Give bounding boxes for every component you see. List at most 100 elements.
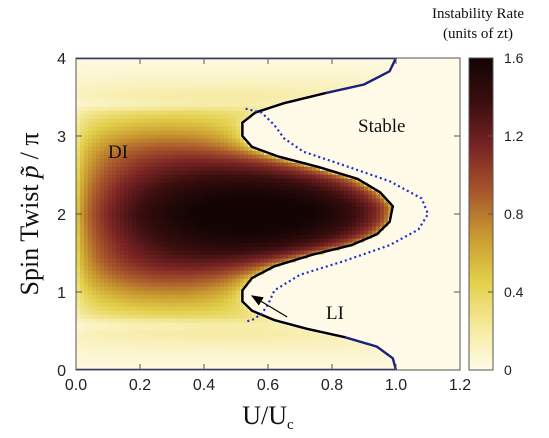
heatmap-cell	[204, 250, 209, 255]
heatmap-cell	[196, 318, 201, 323]
heatmap-cell	[220, 314, 225, 319]
heatmap-cell	[212, 270, 217, 275]
heatmap-cell	[124, 350, 129, 355]
heatmap-cell	[204, 286, 209, 291]
heatmap-cell	[264, 278, 269, 283]
heatmap-cell	[168, 362, 173, 367]
heatmap-cell	[212, 290, 217, 295]
heatmap-cell	[84, 246, 89, 251]
heatmap-cell	[296, 222, 301, 227]
heatmap-cell	[136, 278, 141, 283]
heatmap-cell	[372, 338, 377, 343]
heatmap-cell	[392, 262, 397, 267]
heatmap-cell	[196, 190, 201, 195]
heatmap-cell	[268, 286, 273, 291]
heatmap-cell	[368, 202, 373, 207]
heatmap-cell	[340, 170, 345, 175]
heatmap-cell	[360, 226, 365, 231]
heatmap-cell	[300, 362, 305, 367]
heatmap-cell	[324, 326, 329, 331]
heatmap-cell	[456, 182, 460, 187]
heatmap-cell	[236, 254, 241, 259]
heatmap-cell	[372, 170, 377, 175]
heatmap-cell	[296, 166, 301, 171]
heatmap-cell	[256, 262, 261, 267]
heatmap-cell	[404, 246, 409, 251]
heatmap-cell	[284, 214, 289, 219]
heatmap-cell	[316, 222, 321, 227]
heatmap-cell	[252, 258, 257, 263]
heatmap-cell	[220, 214, 225, 219]
heatmap-cell	[268, 166, 273, 171]
heatmap-cell	[124, 162, 129, 167]
heatmap-cell	[416, 206, 421, 211]
heatmap-cell	[336, 318, 341, 323]
heatmap-cell	[308, 270, 313, 275]
heatmap-cell	[216, 310, 221, 315]
heatmap-cell	[300, 342, 305, 347]
heatmap-cell	[164, 298, 169, 303]
heatmap-cell	[96, 278, 101, 283]
heatmap-cell	[336, 342, 341, 347]
heatmap-cell	[288, 346, 293, 351]
heatmap-cell	[420, 258, 425, 263]
heatmap-cell	[196, 238, 201, 243]
heatmap-cell	[392, 330, 397, 335]
heatmap-cell	[384, 362, 389, 367]
heatmap-cell	[344, 262, 349, 267]
heatmap-cell	[324, 294, 329, 299]
heatmap-cell	[168, 238, 173, 243]
heatmap-cell	[280, 214, 285, 219]
heatmap-cell	[204, 330, 209, 335]
heatmap-cell	[440, 162, 445, 167]
heatmap-cell	[204, 318, 209, 323]
heatmap-cell	[300, 250, 305, 255]
heatmap-cell	[164, 238, 169, 243]
heatmap-cell	[412, 274, 417, 279]
heatmap-cell	[232, 298, 237, 303]
heatmap-cell	[304, 354, 309, 359]
heatmap-cell	[188, 294, 193, 299]
heatmap-cell	[232, 170, 237, 175]
heatmap-cell	[240, 210, 245, 215]
heatmap-cell	[180, 186, 185, 191]
heatmap-cell	[436, 250, 441, 255]
heatmap-cell	[172, 218, 177, 223]
heatmap-cell	[144, 194, 149, 199]
heatmap-cell	[228, 190, 233, 195]
heatmap-cell	[444, 242, 449, 247]
heatmap-cell	[428, 366, 433, 370]
heatmap-cell	[360, 186, 365, 191]
heatmap-cell	[76, 210, 81, 215]
heatmap-cell	[84, 194, 89, 199]
heatmap-cell	[364, 194, 369, 199]
heatmap-cell	[408, 310, 413, 315]
heatmap-cell	[360, 230, 365, 235]
heatmap-cell	[320, 282, 325, 287]
heatmap-cell	[284, 358, 289, 363]
heatmap-cell	[200, 222, 205, 227]
heatmap-cell	[132, 222, 137, 227]
heatmap-cell	[124, 290, 129, 295]
heatmap-cell	[212, 198, 217, 203]
heatmap-cell	[216, 290, 221, 295]
heatmap-cell	[364, 250, 369, 255]
heatmap-cell	[328, 366, 333, 370]
heatmap-cell	[188, 266, 193, 271]
heatmap-cell	[416, 282, 421, 287]
heatmap-cell	[108, 230, 113, 235]
heatmap-cell	[88, 338, 93, 343]
heatmap-cell	[412, 310, 417, 315]
heatmap-cell	[348, 326, 353, 331]
heatmap-cell	[84, 242, 89, 247]
heatmap-cell	[344, 170, 349, 175]
heatmap-cell	[320, 302, 325, 307]
heatmap-cell	[128, 266, 133, 271]
heatmap-cell	[344, 350, 349, 355]
heatmap-cell	[144, 258, 149, 263]
heatmap-cell	[156, 354, 161, 359]
heatmap-cell	[212, 250, 217, 255]
heatmap-cell	[436, 178, 441, 183]
heatmap-cell	[212, 186, 217, 191]
heatmap-cell	[108, 298, 113, 303]
